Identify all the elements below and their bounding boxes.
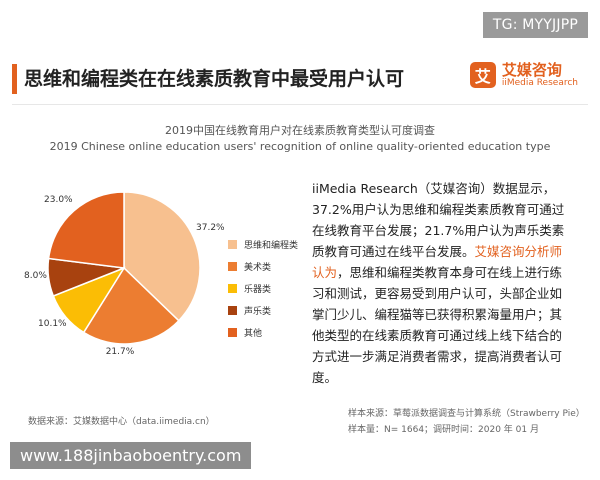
- legend-swatch: [228, 305, 237, 315]
- slice-value-label-4: 8.0%: [24, 271, 47, 281]
- legend-label: 乐器类: [244, 284, 272, 295]
- sample-source: 样本来源：草莓派数据调查与计算系统（Strawberry Pie）: [348, 409, 585, 419]
- sample-size: 样本量：N= 1664；调研时间：2020 年 01 月: [348, 425, 539, 435]
- slice-value-label-2: 21.7%: [106, 347, 135, 357]
- legend-swatch: [228, 283, 237, 293]
- slice-value-label-1: 37.2%: [196, 223, 225, 233]
- slice-value-label-3: 10.1%: [38, 319, 67, 329]
- legend-swatch: [228, 327, 237, 337]
- chart-title: 2019中国在线教育用户对在线素质教育类型认可度调查: [165, 124, 435, 137]
- legend-item-5: 其他: [228, 321, 298, 343]
- slice-value-label-5: 23.0%: [44, 195, 73, 205]
- pie-slice-5: [47, 191, 125, 269]
- legend-item-3: 乐器类: [228, 277, 298, 299]
- title-accent-bar: [12, 64, 17, 94]
- tg-tag: TG: MYYJJPP: [482, 12, 588, 38]
- header-divider: [12, 104, 588, 105]
- analysis-paragraph-1: iiMedia Research（艾媒咨询）数据显示，37.2%用户认为思维和编…: [312, 181, 565, 259]
- url-watermark: www.188jinbaoboentry.com: [10, 442, 252, 469]
- legend-label: 思维和编程类: [244, 240, 299, 251]
- logo-name-en: iiMedia Research: [501, 77, 578, 88]
- logo-name-cn: 艾媒咨询: [501, 61, 562, 79]
- data-source: 数据来源：艾媒数据中心（data.iimedia.cn）: [28, 417, 215, 427]
- chart-subtitle: 2019 Chinese online education users' rec…: [49, 140, 551, 153]
- analyst-highlight: 艾媒咨询分析师认为: [312, 244, 563, 280]
- legend-item-1: 思维和编程类: [228, 233, 298, 255]
- legend-item-2: 美术类: [228, 255, 298, 277]
- pie-slice-2: [82, 266, 180, 345]
- legend-swatch: [228, 261, 237, 271]
- page-title: 思维和编程类在在线素质教育中最受用户认可: [24, 68, 405, 90]
- legend-label: 其他: [244, 328, 263, 339]
- analysis-paragraph-2: ，思维和编程类教育本身可在线上进行练习和测试，更容易受到用户认可，头部企业如掌门…: [312, 265, 563, 385]
- logo-mark-icon: 艾: [469, 62, 496, 89]
- legend-label: 美术类: [244, 262, 272, 273]
- legend-label: 声乐类: [244, 306, 272, 317]
- sample-info: 样本来源：草莓派数据调查与计算系统（Strawberry Pie） 样本量：N=…: [348, 406, 585, 438]
- legend-item-4: 声乐类: [228, 299, 298, 321]
- analysis-text: iiMedia Research（艾媒咨询）数据显示，37.2%用户认为思维和编…: [312, 178, 570, 388]
- chart-legend: 思维和编程类 美术类乐器类声乐类其他: [228, 233, 298, 343]
- iimedia-logo: 艾 艾媒咨询 iiMedia Research: [469, 61, 578, 89]
- pie-slice-1: [123, 191, 201, 322]
- legend-swatch: [228, 239, 237, 249]
